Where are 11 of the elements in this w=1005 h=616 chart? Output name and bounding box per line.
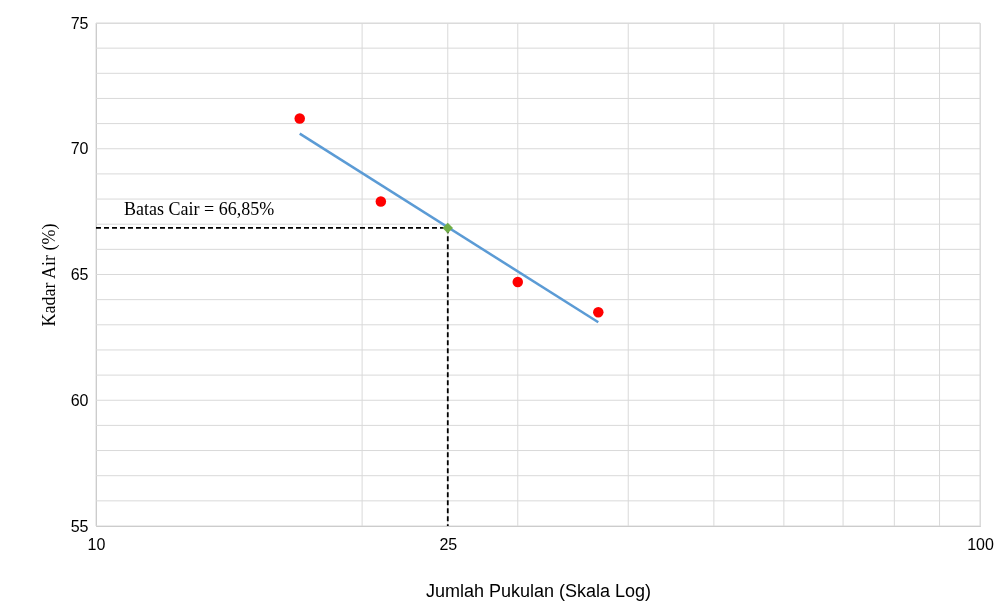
x-tick-label: 25 — [439, 535, 458, 553]
annotation: Batas Cair = 66,85% — [124, 199, 275, 219]
x-tick-label: 10 — [87, 535, 106, 553]
y-axis-title: Kadar Air (%) — [38, 223, 60, 327]
y-tick-label: 75 — [70, 14, 89, 32]
y-tick-label: 55 — [70, 517, 89, 535]
y-tick-label: 65 — [70, 266, 89, 283]
y-tick-label: 60 — [70, 391, 89, 409]
x-tick-label: 100 — [967, 535, 994, 553]
x-axis-title: Jumlah Pukulan (Skala Log) — [425, 580, 652, 601]
y-tick-label: 70 — [70, 140, 89, 158]
